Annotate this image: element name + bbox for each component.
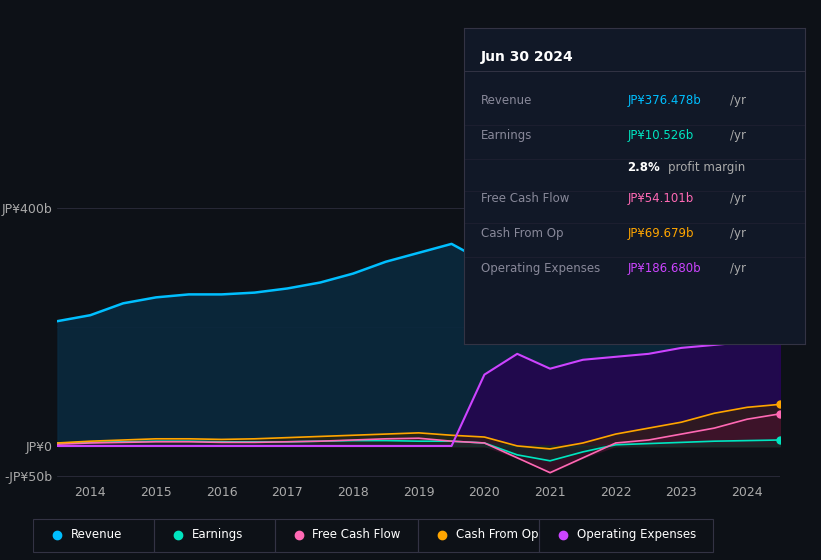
Text: Operating Expenses: Operating Expenses xyxy=(481,262,600,275)
Text: 2.8%: 2.8% xyxy=(627,161,660,174)
Text: /yr: /yr xyxy=(730,227,745,240)
Text: Earnings: Earnings xyxy=(191,528,243,542)
Text: Revenue: Revenue xyxy=(71,528,122,542)
Text: JP¥376.478b: JP¥376.478b xyxy=(627,94,701,108)
Text: Cash From Op: Cash From Op xyxy=(456,528,539,542)
Text: /yr: /yr xyxy=(730,192,745,206)
Text: /yr: /yr xyxy=(730,94,745,108)
Text: Free Cash Flow: Free Cash Flow xyxy=(481,192,569,206)
Text: Jun 30 2024: Jun 30 2024 xyxy=(481,50,574,64)
Text: /yr: /yr xyxy=(730,129,745,142)
Text: profit margin: profit margin xyxy=(668,161,745,174)
Text: /yr: /yr xyxy=(730,262,745,275)
Text: JP¥54.101b: JP¥54.101b xyxy=(627,192,694,206)
Text: JP¥10.526b: JP¥10.526b xyxy=(627,129,694,142)
Text: Free Cash Flow: Free Cash Flow xyxy=(312,528,401,542)
Text: Revenue: Revenue xyxy=(481,94,532,108)
Text: JP¥186.680b: JP¥186.680b xyxy=(627,262,701,275)
Text: Earnings: Earnings xyxy=(481,129,532,142)
Text: JP¥69.679b: JP¥69.679b xyxy=(627,227,694,240)
Text: Cash From Op: Cash From Op xyxy=(481,227,563,240)
Text: Operating Expenses: Operating Expenses xyxy=(576,528,696,542)
